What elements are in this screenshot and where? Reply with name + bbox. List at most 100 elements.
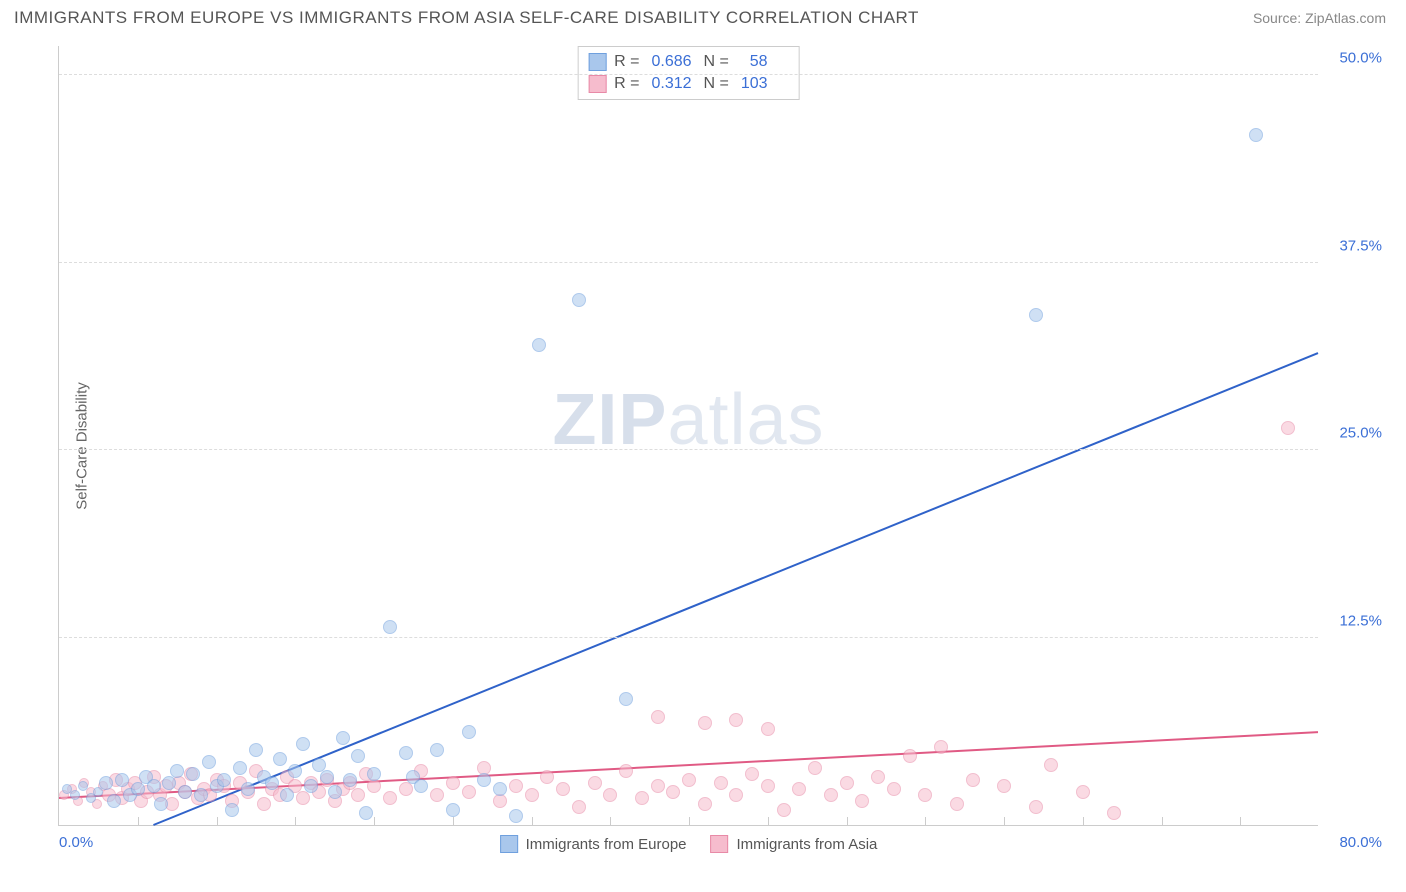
point-asia: [588, 776, 602, 790]
point-europe: [619, 692, 633, 706]
point-asia: [698, 797, 712, 811]
point-asia: [651, 710, 665, 724]
point-asia: [1281, 421, 1295, 435]
point-europe: [225, 803, 239, 817]
point-asia: [903, 749, 917, 763]
x-tick-mark: [1004, 817, 1005, 825]
point-europe: [336, 731, 350, 745]
gridline-h: [59, 449, 1318, 450]
point-europe: [414, 779, 428, 793]
point-asia: [745, 767, 759, 781]
point-asia: [446, 776, 460, 790]
swatch-europe: [588, 53, 606, 71]
point-asia: [871, 770, 885, 784]
point-asia: [572, 800, 586, 814]
point-europe: [70, 790, 80, 800]
point-asia: [635, 791, 649, 805]
x-tick-mark: [1162, 817, 1163, 825]
point-asia: [367, 779, 381, 793]
point-asia: [855, 794, 869, 808]
gridline-h: [59, 74, 1318, 75]
plot-area: ZIPatlas R = 0.686 N = 58 R = 0.312 N = …: [58, 46, 1318, 826]
point-asia: [351, 788, 365, 802]
x-tick-mark: [689, 817, 690, 825]
point-asia: [296, 791, 310, 805]
point-asia: [682, 773, 696, 787]
regression-line-europe: [153, 353, 1318, 825]
point-asia: [540, 770, 554, 784]
point-europe: [320, 770, 334, 784]
x-tick-mark: [295, 817, 296, 825]
x-tick-min: 0.0%: [59, 834, 93, 851]
point-asia: [1029, 800, 1043, 814]
point-asia: [509, 779, 523, 793]
gridline-h: [59, 262, 1318, 263]
y-tick-label: 50.0%: [1339, 50, 1382, 67]
swatch-asia: [588, 75, 606, 93]
x-tick-mark: [453, 817, 454, 825]
point-europe: [328, 785, 342, 799]
point-europe: [1029, 308, 1043, 322]
legend-item-europe: Immigrants from Europe: [500, 835, 687, 853]
n-value-europe: 58: [741, 51, 785, 73]
point-europe: [572, 293, 586, 307]
point-europe: [383, 620, 397, 634]
point-asia: [257, 797, 271, 811]
point-asia: [934, 740, 948, 754]
stats-row-asia: R = 0.312 N = 103: [588, 73, 785, 95]
point-europe: [477, 773, 491, 787]
point-asia: [383, 791, 397, 805]
point-europe: [78, 781, 88, 791]
bottom-legend: Immigrants from Europe Immigrants from A…: [500, 835, 878, 853]
point-europe: [296, 737, 310, 751]
x-tick-mark: [1240, 817, 1241, 825]
point-europe: [532, 338, 546, 352]
x-tick-mark: [847, 817, 848, 825]
point-asia: [556, 782, 570, 796]
point-europe: [178, 785, 192, 799]
point-asia: [824, 788, 838, 802]
point-asia: [399, 782, 413, 796]
x-tick-mark: [610, 817, 611, 825]
point-europe: [217, 773, 231, 787]
point-asia: [761, 722, 775, 736]
x-tick-mark: [138, 817, 139, 825]
point-europe: [359, 806, 373, 820]
point-europe: [343, 773, 357, 787]
legend-item-asia: Immigrants from Asia: [711, 835, 878, 853]
point-europe: [202, 755, 216, 769]
swatch-europe-icon: [500, 835, 518, 853]
point-europe: [304, 779, 318, 793]
point-asia: [887, 782, 901, 796]
source-label: Source: ZipAtlas.com: [1253, 10, 1386, 26]
stats-legend: R = 0.686 N = 58 R = 0.312 N = 103: [577, 46, 800, 100]
point-asia: [619, 764, 633, 778]
point-europe: [265, 776, 279, 790]
point-europe: [147, 779, 161, 793]
point-europe: [233, 761, 247, 775]
point-asia: [729, 788, 743, 802]
point-europe: [399, 746, 413, 760]
point-asia: [603, 788, 617, 802]
gridline-h: [59, 637, 1318, 638]
x-tick-mark: [1083, 817, 1084, 825]
x-tick-mark: [925, 817, 926, 825]
n-value-asia: 103: [741, 73, 785, 95]
point-europe: [1249, 128, 1263, 142]
r-value-asia: 0.312: [652, 73, 696, 95]
point-asia: [462, 785, 476, 799]
point-asia: [666, 785, 680, 799]
legend-label-asia: Immigrants from Asia: [737, 836, 878, 853]
point-europe: [280, 788, 294, 802]
r-value-europe: 0.686: [652, 51, 696, 73]
point-europe: [249, 743, 263, 757]
x-tick-mark: [768, 817, 769, 825]
y-tick-label: 37.5%: [1339, 237, 1382, 254]
point-asia: [714, 776, 728, 790]
point-asia: [1044, 758, 1058, 772]
point-europe: [107, 794, 121, 808]
point-europe: [430, 743, 444, 757]
point-europe: [462, 725, 476, 739]
point-europe: [288, 764, 302, 778]
regression-lines: [59, 46, 1318, 825]
